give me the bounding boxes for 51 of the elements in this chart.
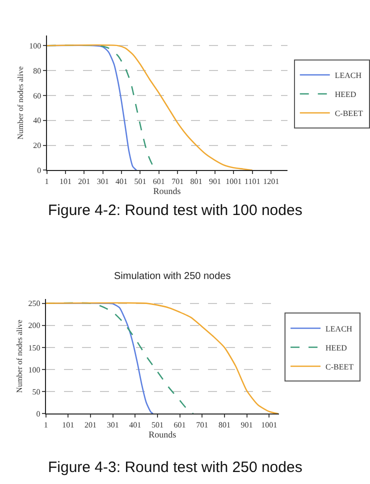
legend-label: LEACH — [334, 71, 362, 80]
x-tick-label: 701 — [196, 420, 208, 430]
x-tick-label: 101 — [62, 420, 74, 430]
legend-label: HEED — [326, 343, 348, 352]
x-tick-label: 401 — [129, 420, 142, 430]
line-series — [46, 44, 254, 170]
y-tick-label: 250 — [28, 299, 40, 308]
line-series — [46, 302, 279, 414]
x-tick-label: 501 — [134, 176, 146, 186]
x-tick-label: 901 — [240, 420, 253, 430]
x-tick-label: 101 — [59, 176, 72, 186]
legend-label: C-BEET — [326, 362, 354, 372]
x-tick-label: 701 — [172, 176, 184, 186]
x-tick-label: 1 — [44, 176, 49, 186]
x-tick-label: 501 — [151, 420, 164, 430]
x-axis-title: Rounds — [153, 186, 182, 196]
y-tick-label: 150 — [28, 343, 40, 352]
y-tick-label: 0 — [37, 166, 42, 176]
caption: Figure 4-3: Round test with 250 nodes — [48, 459, 302, 476]
y-axis-title: Number of nodes alive — [16, 66, 25, 140]
legend-label: C-BEET — [334, 109, 363, 118]
y-tick-label: 20 — [33, 141, 42, 150]
x-tick-label: 201 — [84, 420, 96, 430]
x-tick-label: 401 — [116, 176, 128, 186]
legend-label: LEACH — [326, 324, 352, 334]
y-tick-label: 60 — [33, 91, 42, 100]
x-tick-label: 1201 — [263, 176, 280, 186]
x-tick-label: 1 — [44, 420, 48, 430]
y-tick-label: 0 — [36, 409, 40, 418]
x-axis-title: Rounds — [148, 429, 177, 440]
y-tick-label: 100 — [29, 41, 42, 50]
x-tick-label: 1101 — [244, 176, 260, 186]
legend-label: HEED — [334, 90, 356, 99]
y-tick-label: 40 — [33, 116, 42, 126]
caption: Figure 4-2: Round test with 100 nodes — [48, 202, 302, 219]
y-tick-label: 200 — [28, 321, 40, 330]
x-tick-label: 201 — [78, 176, 90, 186]
y-axis-title: Number of nodes alive — [14, 319, 24, 393]
x-tick-label: 801 — [218, 420, 230, 430]
x-tick-label: 1001 — [226, 176, 242, 186]
x-tick-label: 901 — [208, 176, 221, 186]
x-tick-label: 801 — [190, 176, 202, 186]
x-tick-label: 1001 — [261, 420, 278, 430]
x-tick-label: 601 — [152, 176, 165, 186]
y-tick-label: 100 — [28, 365, 40, 374]
y-tick-label: 50 — [32, 387, 40, 396]
y-tick-label: 80 — [33, 66, 42, 76]
x-tick-label: 601 — [174, 420, 186, 430]
x-tick-label: 301 — [106, 420, 119, 430]
x-tick-label: 301 — [96, 176, 109, 186]
chart-title: Simulation with 250 nodes — [114, 271, 231, 282]
